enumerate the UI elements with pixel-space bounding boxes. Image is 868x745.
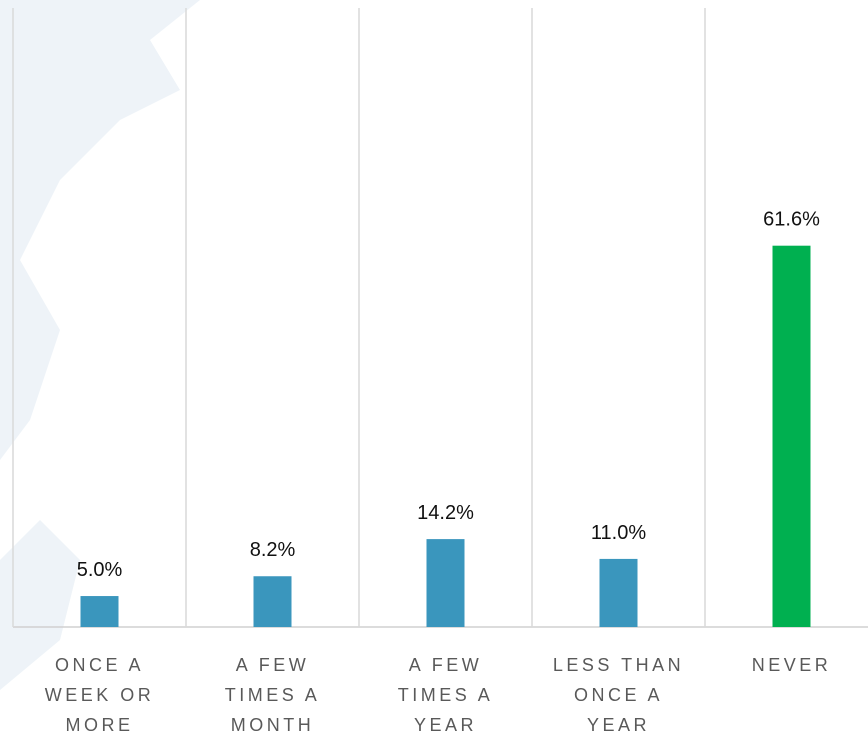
category-label: ONCE A WEEK OR MORE bbox=[44, 655, 155, 735]
data-label: 61.6% bbox=[763, 209, 820, 231]
background-shape bbox=[0, 0, 200, 460]
bar bbox=[253, 576, 292, 627]
bar bbox=[426, 539, 465, 627]
background-shape bbox=[0, 520, 80, 690]
data-label: 14.2% bbox=[417, 502, 474, 524]
data-label: 8.2% bbox=[250, 539, 296, 561]
category-label: NEVER bbox=[751, 655, 832, 675]
category-label: A FEW TIMES A MONTH bbox=[224, 655, 321, 735]
category-label: A FEW TIMES A YEAR bbox=[397, 655, 494, 735]
bar bbox=[80, 596, 119, 627]
data-label: 11.0% bbox=[591, 522, 646, 544]
data-label: 5.0% bbox=[77, 559, 123, 581]
bar bbox=[599, 558, 638, 627]
category-label: LESS THAN ONCE A YEAR bbox=[552, 655, 685, 735]
bar bbox=[772, 245, 811, 628]
